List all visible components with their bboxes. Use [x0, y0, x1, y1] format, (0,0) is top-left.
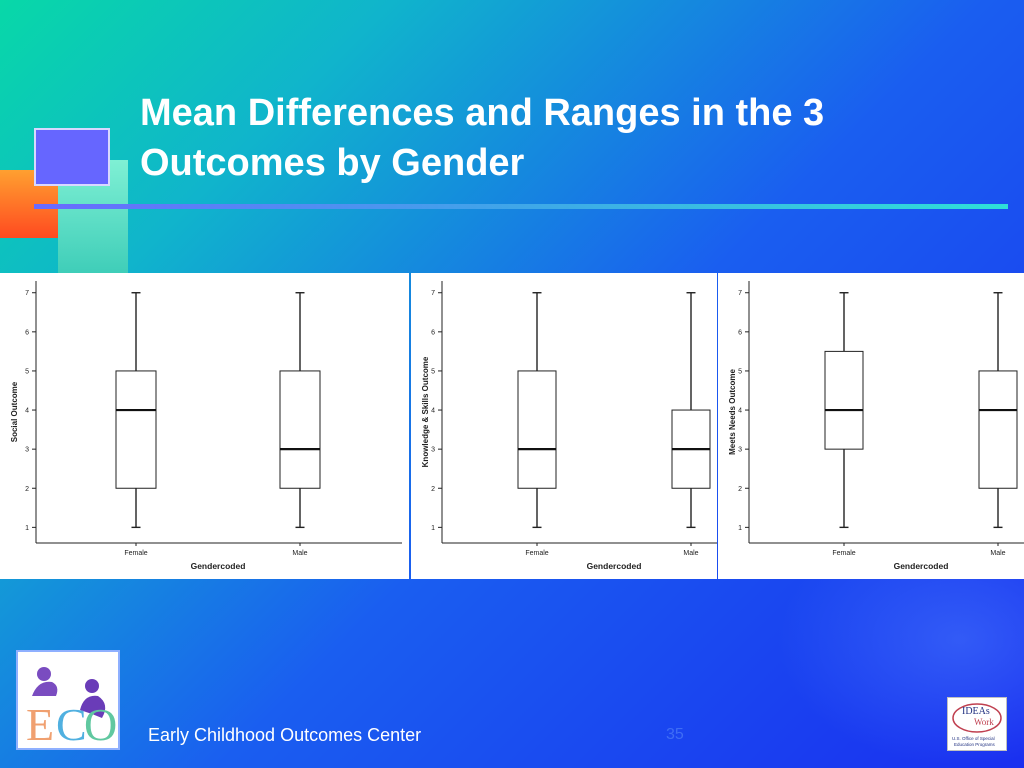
- x-axis-label: Gendercoded: [894, 561, 949, 571]
- iqr-box: [824, 350, 864, 450]
- y-tick-label: 6: [431, 329, 435, 336]
- svg-text:E: E: [26, 699, 54, 748]
- y-tick-label: 4: [738, 408, 742, 415]
- svg-text:Education Programs: Education Programs: [954, 742, 996, 747]
- y-tick-label: 7: [431, 290, 435, 297]
- social-outcome-boxplot: 1 2 3 4 5 6 7 Female Male Gendercoded Social Outco…: [10, 281, 402, 571]
- y-tick-label: 1: [738, 525, 742, 532]
- slide-title-line-2: Outcomes by Gender: [140, 142, 525, 184]
- slide-title-line-1: Mean Differences and Ranges in the 3: [140, 92, 825, 134]
- y-tick-label: 3: [738, 447, 742, 454]
- y-tick-label: 1: [431, 525, 435, 532]
- page-number: 35: [666, 726, 684, 743]
- y-tick-label: 6: [738, 329, 742, 336]
- footer-org-name: Early Childhood Outcomes Center: [148, 725, 422, 745]
- y-tick-label: 2: [431, 486, 435, 493]
- iqr-box: [279, 370, 321, 489]
- y-tick-label: 2: [25, 486, 29, 493]
- y-tick-label: 4: [25, 408, 29, 415]
- y-axis-label: Knowledge & Skills Outcome: [421, 356, 430, 467]
- y-tick-label: 3: [431, 447, 435, 454]
- iqr-box: [115, 370, 157, 489]
- x-tick-label: Male: [683, 550, 698, 557]
- knowledge-skills-outcome-boxplot: 1 2 3 4 5 6 7 Female Male Gendercoded Knowledge & …: [421, 281, 717, 571]
- eco-logo: E C O: [16, 650, 120, 750]
- slide-title: Mean Differences and Ranges in the 3 Out…: [140, 88, 1000, 188]
- decor-purple-square: [34, 128, 110, 186]
- ideas-that-work-logo: IDEAs Work U.S. Office of Special Educat…: [947, 697, 1007, 751]
- meets-needs-outcome-boxplot: 1 2 3 4 5 6 7 Female Male Gendercoded Meets Needs …: [728, 281, 1024, 571]
- iqr-box: [978, 370, 1018, 489]
- svg-text:O: O: [84, 699, 117, 748]
- x-tick-label: Female: [525, 550, 548, 557]
- y-tick-label: 3: [25, 447, 29, 454]
- chart-panel-meets-needs: 1 2 3 4 5 6 7 Female Male Gendercoded Meets Needs …: [718, 273, 1024, 579]
- eco-logo-graphic: E C O: [26, 667, 117, 750]
- x-tick-label: Male: [292, 550, 307, 557]
- x-tick-label: Female: [124, 550, 147, 557]
- svg-text:U.S. Office of Special: U.S. Office of Special: [952, 736, 995, 741]
- y-tick-label: 5: [25, 368, 29, 375]
- x-axis-label: Gendercoded: [191, 561, 246, 571]
- svg-text:Work: Work: [974, 717, 994, 727]
- y-tick-label: 7: [738, 290, 742, 297]
- chart-panel-knowledge: 1 2 3 4 5 6 7 Female Male Gendercoded Knowledge & …: [411, 273, 717, 579]
- y-tick-label: 5: [431, 368, 435, 375]
- x-tick-label: Male: [990, 550, 1005, 557]
- y-axis-label: Social Outcome: [10, 381, 19, 442]
- y-tick-label: 2: [738, 486, 742, 493]
- x-tick-label: Female: [832, 550, 855, 557]
- y-tick-label: 7: [25, 290, 29, 297]
- ideas-logo-graphic: IDEAs Work U.S. Office of Special Educat…: [952, 703, 1002, 747]
- y-tick-label: 5: [738, 368, 742, 375]
- svg-text:IDEAs: IDEAs: [962, 706, 990, 717]
- x-axis-label: Gendercoded: [587, 561, 642, 571]
- y-tick-label: 6: [25, 329, 29, 336]
- y-tick-label: 4: [431, 408, 435, 415]
- title-underline: [34, 204, 1008, 209]
- chart-panel-social: 1 2 3 4 5 6 7 Female Male Gendercoded Social Outco…: [0, 273, 409, 579]
- svg-text:C: C: [56, 699, 87, 748]
- y-axis-label: Meets Needs Outcome: [728, 369, 737, 455]
- iqr-box: [517, 370, 557, 489]
- y-tick-label: 1: [25, 525, 29, 532]
